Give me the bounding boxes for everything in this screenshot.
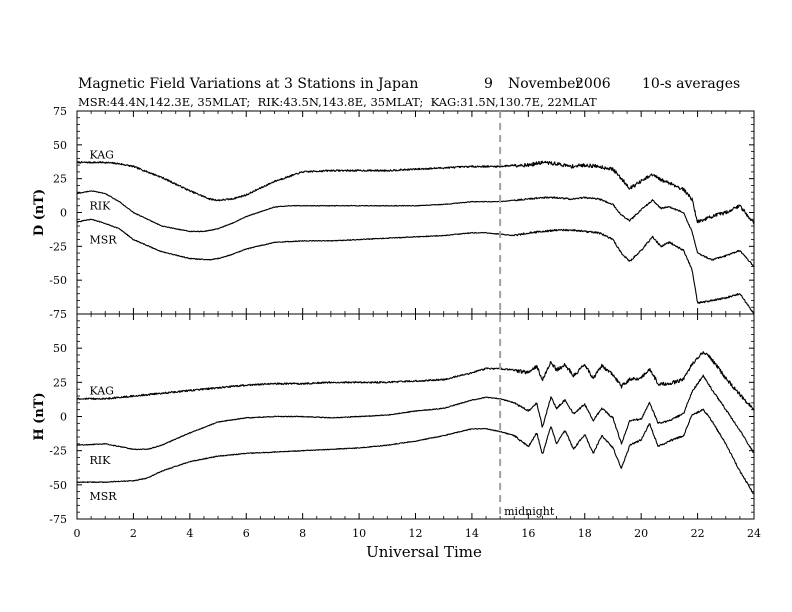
series-label-msr: MSR (89, 490, 117, 503)
x-tick-label: 14 (465, 527, 479, 540)
x-tick-label: 0 (74, 527, 81, 540)
x-tick-label: 12 (409, 527, 423, 540)
series-label-rik: RIK (89, 200, 111, 213)
series-line-rik (76, 374, 755, 454)
y-axis-label: D (nT) (32, 189, 47, 236)
chart-subtitle: MSR:44.4N,142.3E, 35MLAT; RIK:43.5N,143.… (78, 95, 597, 109)
title-day: 9 (484, 76, 493, 92)
series-line-rik (76, 190, 755, 268)
y-tick-label: -50 (49, 479, 67, 492)
x-tick-label: 20 (634, 527, 648, 540)
x-tick-label: 16 (521, 527, 535, 540)
series-label-msr: MSR (89, 234, 117, 247)
chart-title: Magnetic Field Variations at 3 Stations … (78, 76, 740, 92)
series-label-rik: RIK (89, 454, 111, 467)
y-tick-label: 25 (53, 376, 67, 389)
x-tick-label: 18 (578, 527, 592, 540)
x-tick-label: 4 (186, 527, 193, 540)
title-year: 2006 (575, 76, 611, 92)
title-month: November (508, 76, 582, 92)
x-tick-label: 22 (691, 527, 705, 540)
series-line-msr (76, 218, 755, 315)
y-tick-label: -25 (49, 445, 67, 458)
y-tick-label: 50 (53, 139, 67, 152)
y-tick-label: -25 (49, 240, 67, 253)
panel-h: 50 25 0 -25 -50 -75 H (nT) KAG RIK MSR (32, 313, 755, 526)
series-label-kag: KAG (89, 385, 114, 398)
panel-frame (76, 110, 755, 315)
x-tick-label: 2 (130, 527, 137, 540)
series-line-msr (76, 408, 755, 495)
y-tick-label: -75 (49, 513, 67, 526)
panel-frame (76, 313, 755, 520)
x-tick-label: 24 (747, 527, 761, 540)
y-tick-label: 50 (53, 342, 67, 355)
y-tick-label: -75 (49, 308, 67, 321)
series-line-kag (76, 351, 755, 412)
midnight-marker-label: midnight (504, 505, 555, 518)
series-line-kag (76, 160, 755, 224)
x-tick-label: 10 (352, 527, 366, 540)
y-tick-label: 25 (53, 173, 67, 186)
x-axis-label: Universal Time (366, 543, 482, 561)
title-main: Magnetic Field Variations at 3 Stations … (78, 76, 418, 92)
y-tick-label: 75 (53, 105, 67, 118)
x-tick-label: 6 (243, 527, 250, 540)
title-averaging: 10-s averages (642, 76, 740, 92)
y-tick-label: 0 (60, 207, 67, 220)
y-axis-label: H (nT) (32, 392, 47, 440)
panel-d: 75 50 25 0 -25 -50 -75 D (nT) KAG RIK MSR (32, 105, 755, 321)
y-tick-label: 0 (60, 411, 67, 424)
series-label-kag: KAG (89, 148, 114, 161)
y-tick-label: -50 (49, 274, 67, 287)
plot-area: 75 50 25 0 -25 -50 -75 D (nT) KAG RIK MSR 50 25 0 -25 -… (32, 105, 761, 540)
x-tick-label: 8 (299, 527, 306, 540)
